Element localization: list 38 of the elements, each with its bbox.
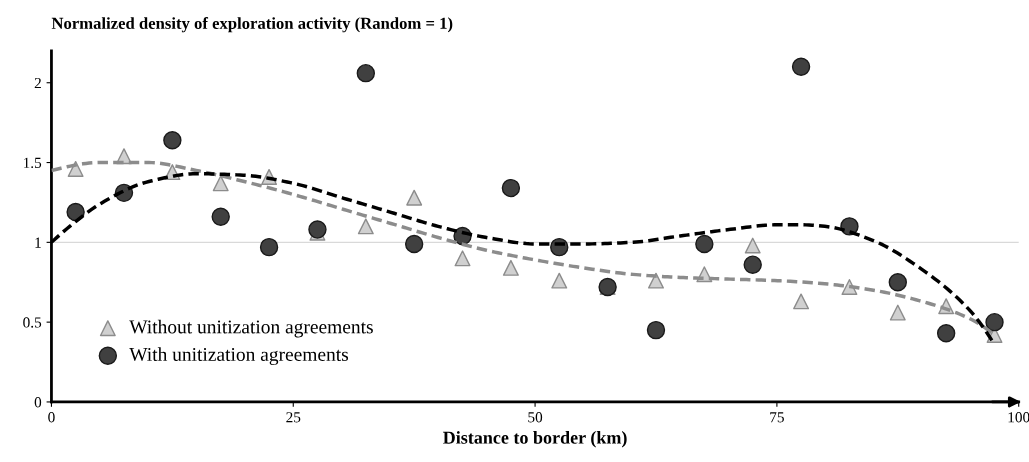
point <box>501 178 521 198</box>
point <box>985 312 1004 332</box>
y-tick-label: 0 <box>34 397 42 408</box>
point <box>889 304 906 321</box>
x-tick-label: 0 <box>48 412 55 423</box>
point <box>744 237 761 254</box>
x-tick-label: 100 <box>1008 412 1029 423</box>
point <box>502 259 519 276</box>
y-tick-label: 1 <box>35 237 41 248</box>
point <box>454 250 471 267</box>
x-tick-label: 75 <box>770 412 784 423</box>
point <box>648 272 664 289</box>
point <box>211 207 230 227</box>
point <box>791 57 811 76</box>
point <box>357 218 374 235</box>
point <box>551 272 568 289</box>
point <box>743 255 762 274</box>
point <box>695 234 714 254</box>
legend-label: Without unitization agreements <box>129 319 373 338</box>
point <box>259 237 279 257</box>
legend-label: With unitization agreements <box>129 347 349 365</box>
chart-title: Normalized density of exploration activity (Random = 1) <box>51 17 453 33</box>
point <box>646 320 666 340</box>
point <box>163 130 182 150</box>
y-tick-label: 0.5 <box>23 317 42 328</box>
point <box>212 175 229 192</box>
y-tick-label: 2 <box>34 77 41 89</box>
point <box>888 273 908 292</box>
point <box>404 234 424 254</box>
point <box>356 63 376 83</box>
point <box>406 189 423 206</box>
y-tick-label: 1.5 <box>23 157 42 169</box>
x-axis-title: Distance to border (km) <box>443 431 627 448</box>
x-tick-label: 50 <box>528 412 543 423</box>
x-tick-label: 25 <box>286 412 301 423</box>
point <box>308 220 327 239</box>
point <box>793 293 810 310</box>
point <box>936 324 956 343</box>
